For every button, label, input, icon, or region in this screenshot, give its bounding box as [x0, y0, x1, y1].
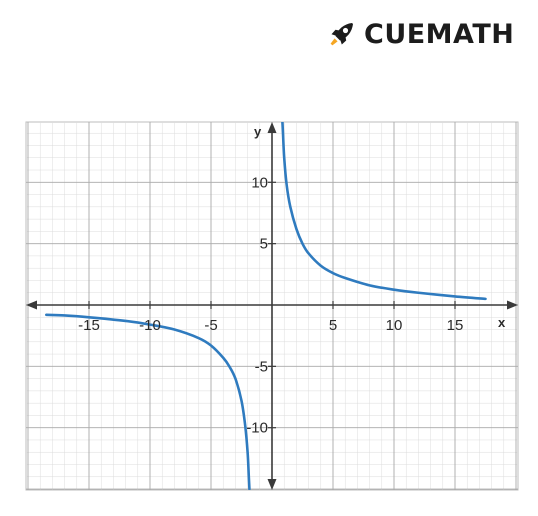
x-axis-label: x — [498, 315, 506, 330]
y-tick-label: 5 — [260, 236, 268, 253]
y-tick-label: -5 — [255, 358, 268, 375]
labels: -15 -10 -5 5 10 15 10 5 -5 -10 x y — [78, 124, 506, 437]
x-tick-label: 10 — [386, 317, 403, 334]
x-axis-arrow-right — [507, 300, 518, 310]
curve-left-branch — [45, 313, 251, 490]
y-tick-label: -10 — [246, 420, 268, 437]
y-axis-arrow-top — [267, 122, 277, 133]
brand-logo: CUEMATH — [326, 16, 514, 52]
y-tick-label: 10 — [251, 174, 268, 191]
rocket-icon — [330, 23, 353, 46]
x-tick-label: -15 — [78, 317, 100, 334]
x-tick-label: 5 — [329, 317, 337, 334]
y-axis-label: y — [254, 124, 262, 139]
series-layer — [45, 122, 487, 490]
x-axis-arrow-left — [26, 300, 37, 310]
curve-right-branch — [281, 122, 487, 301]
y-axis-arrow-bottom — [267, 479, 277, 490]
x-tick-label: -10 — [139, 317, 161, 334]
brand-name: CUEMATH — [364, 18, 515, 50]
x-tick-label: 15 — [447, 317, 464, 334]
axes — [26, 122, 518, 490]
x-tick-label: -5 — [204, 317, 217, 334]
